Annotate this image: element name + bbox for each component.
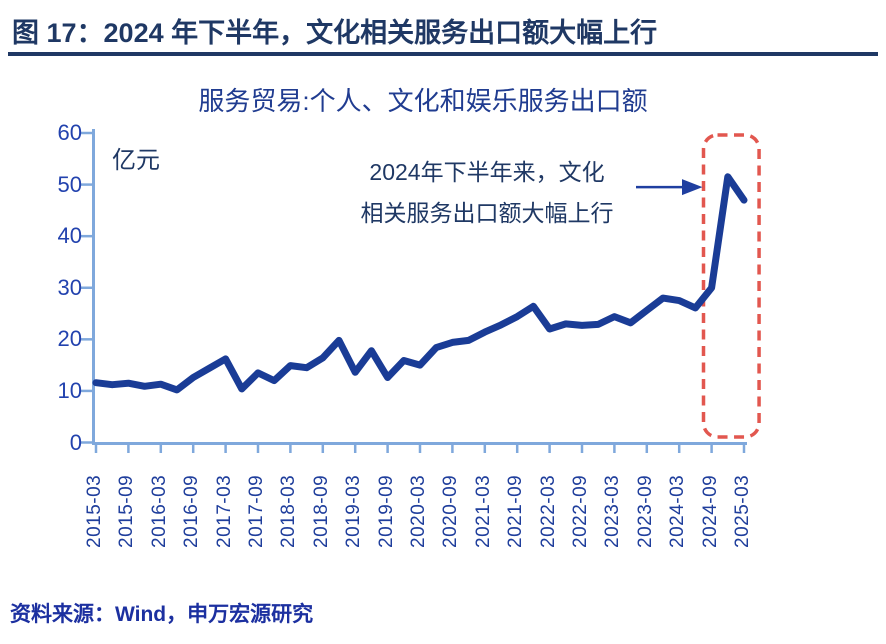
annotation-line-1: 2024年下半年来，文化	[369, 159, 605, 185]
chart-annotation: 2024年下半年来，文化 相关服务出口额大幅上行	[327, 152, 647, 234]
x-tick-label: 2024-03	[667, 474, 689, 548]
x-tick-label: 2020-03	[408, 474, 429, 548]
x-tick-label: 2025-03	[732, 474, 753, 548]
x-tick-label: 2015-09	[116, 474, 138, 548]
x-tick-label: 2017-03	[213, 474, 235, 548]
x-tick-label: 2020-09	[440, 474, 462, 548]
y-axis-unit-label: 亿元	[112, 147, 160, 174]
x-tick-label: 2016-09	[181, 474, 203, 548]
annotation-arrow	[636, 179, 703, 196]
data-series-line	[92, 173, 748, 394]
y-tick-label: 30	[57, 274, 82, 300]
x-tick-label: 2017-09	[246, 474, 267, 548]
figure-title: 图 17：2024 年下半年，文化相关服务出口额大幅上行	[12, 18, 658, 48]
highlight-box	[701, 133, 761, 439]
header-divider	[8, 52, 878, 56]
x-tick-label: 2021-03	[472, 474, 494, 548]
source-note: 资料来源：Wind，申万宏源研究	[10, 603, 314, 626]
annotation-line-2: 相关服务出口额大幅上行	[360, 200, 614, 226]
x-tick-label: 2018-03	[278, 474, 300, 548]
x-tick-label: 2019-09	[375, 474, 397, 548]
y-tick-label: 10	[57, 377, 82, 403]
x-tick-label: 2018-09	[310, 474, 332, 548]
x-tick-label: 2021-09	[505, 474, 527, 548]
y-tick-label: 0	[69, 429, 82, 455]
y-tick-label: 40	[57, 223, 82, 249]
x-tick-label: 2019-03	[343, 474, 365, 548]
x-tick-label: 2024-09	[699, 474, 721, 548]
x-tick-label: 2023-03	[602, 474, 624, 548]
x-tick-label: 2023-09	[634, 474, 656, 548]
y-tick-label: 20	[57, 326, 82, 352]
x-tick-label: 2016-03	[148, 474, 170, 548]
y-tick-label: 50	[57, 171, 82, 197]
y-tick-label: 60	[57, 120, 82, 145]
x-tick-label: 2015-03	[84, 474, 105, 548]
x-tick-label: 2022-03	[537, 474, 559, 548]
chart-title: 服务贸易:个人、文化和娱乐服务出口额	[198, 86, 648, 116]
axes	[81, 129, 747, 453]
x-tick-label: 2022-09	[570, 474, 591, 548]
